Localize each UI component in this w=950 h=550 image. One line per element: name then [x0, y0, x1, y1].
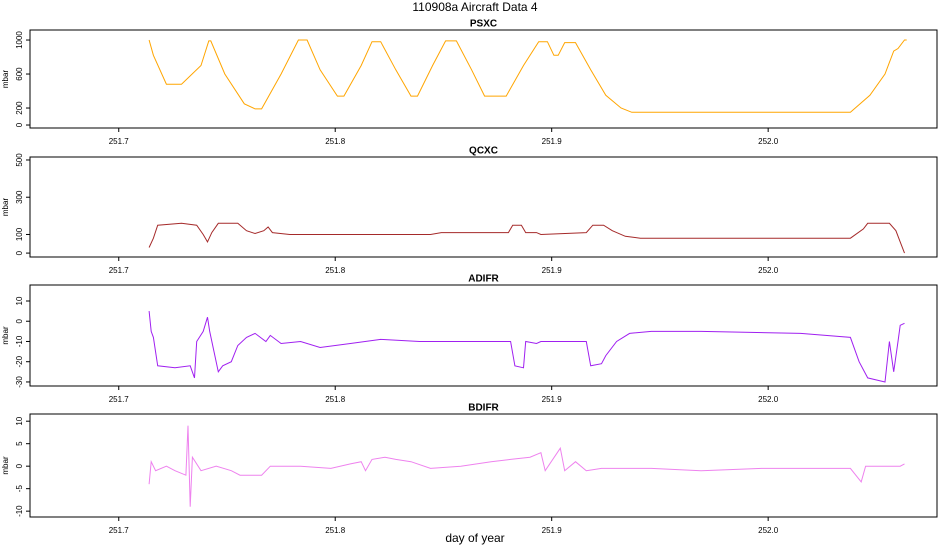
y-tick-label: 0 [15, 122, 24, 127]
x-tick-label: 251.7 [109, 526, 130, 535]
y-tick-label: -5 [15, 485, 24, 493]
x-tick-label: 251.7 [109, 395, 130, 404]
x-tick-label: 252.0 [758, 395, 779, 404]
y-tick-label: -10 [15, 505, 24, 517]
x-tick-label: 252.0 [758, 266, 779, 275]
x-tick-label: 251.9 [542, 266, 563, 275]
y-tick-label: 5 [15, 441, 24, 446]
y-tick-label: 0 [15, 250, 24, 255]
y-axis-label: mbar [1, 198, 10, 217]
x-tick-label: 251.9 [542, 395, 563, 404]
y-tick-label: 100 [15, 227, 24, 241]
y-tick-label: 10 [15, 296, 24, 305]
x-tick-label: 251.9 [542, 526, 563, 535]
data-line [148, 39, 907, 113]
data-line [148, 311, 905, 383]
y-tick-label: -30 [15, 376, 24, 388]
y-tick-label: 0 [15, 318, 24, 323]
y-tick-label: 300 [15, 190, 24, 204]
y-tick-label: 200 [15, 101, 24, 115]
y-tick-label: -20 [15, 355, 24, 367]
x-tick-label: 251.8 [325, 137, 346, 146]
x-tick-label: 251.7 [109, 266, 130, 275]
plot-frame [29, 29, 938, 129]
x-tick-label: 251.8 [325, 266, 346, 275]
x-tick-label: 251.8 [325, 526, 346, 535]
x-tick-label: 252.0 [758, 137, 779, 146]
y-tick-label: 500 [15, 153, 24, 167]
page-title: 110908a Aircraft Data 4 [412, 0, 538, 14]
data-line [148, 222, 905, 254]
y-axis-label: mbar [1, 456, 10, 475]
plot-frame [29, 284, 938, 387]
panel-title: ADIFR [468, 274, 499, 285]
x-tick-label: 252.0 [758, 526, 779, 535]
y-tick-label: -10 [15, 335, 24, 347]
x-tick-label: 251.8 [325, 395, 346, 404]
x-tick-label: 251.9 [542, 137, 563, 146]
y-axis-label: mbar [1, 326, 10, 345]
x-axis-label: day of year [445, 531, 504, 545]
panel-title: BDIFR [468, 403, 499, 414]
panel-title: QCXC [469, 146, 498, 157]
x-tick-label: 251.7 [109, 137, 130, 146]
panel-title: PSXC [470, 19, 497, 30]
y-tick-label: 0 [15, 463, 24, 468]
plot-frame [29, 413, 938, 518]
y-axis-label: mbar [1, 70, 10, 89]
plot-frame [29, 156, 938, 258]
y-tick-label: 600 [15, 67, 24, 81]
y-tick-label: 1000 [15, 31, 24, 49]
y-tick-label: 10 [15, 416, 24, 425]
data-line [148, 425, 905, 507]
